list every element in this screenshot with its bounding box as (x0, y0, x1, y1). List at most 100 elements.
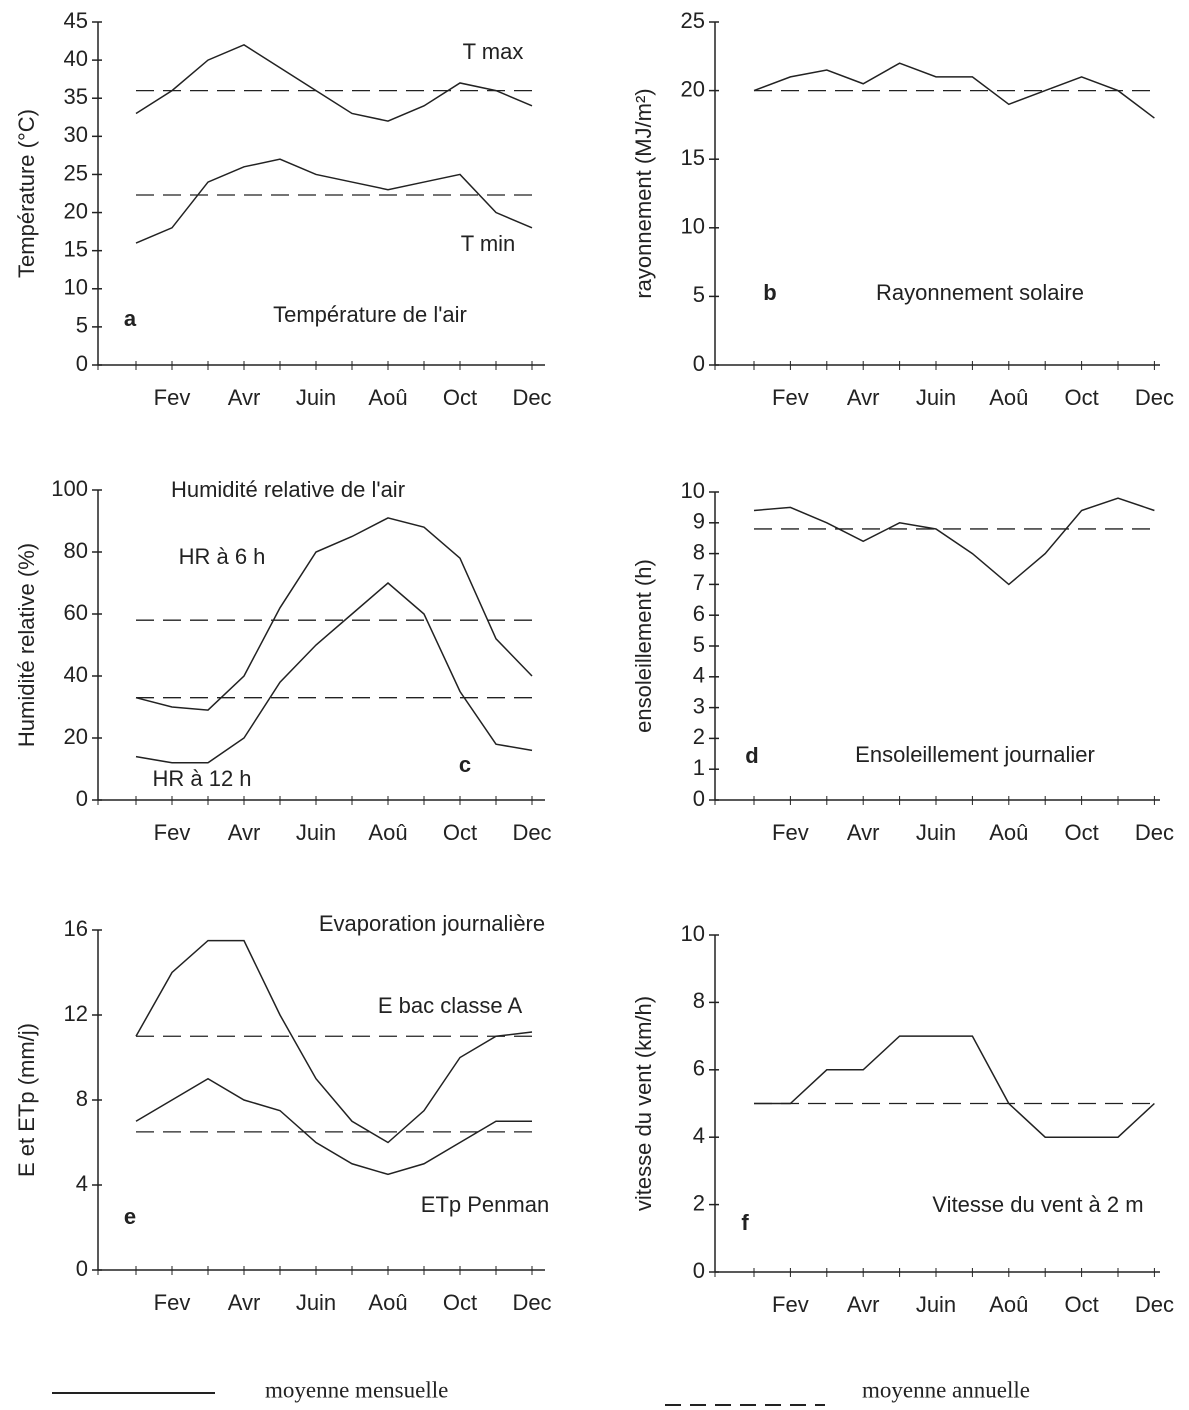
y-tick-label: 1 (693, 755, 705, 780)
panel-letter: c (459, 752, 471, 777)
panel-letter: a (124, 306, 137, 331)
y-tick-label: 8 (693, 539, 705, 564)
x-tick-label: Juin (916, 385, 956, 410)
x-tick-label: Juin (296, 1290, 336, 1315)
panel-letter: f (741, 1210, 749, 1235)
series-label: HR à 6 h (179, 544, 266, 569)
y-tick-label: 100 (51, 476, 88, 501)
y-tick-label: 80 (64, 538, 88, 563)
series-label: HR à 12 h (152, 766, 251, 791)
y-tick-label: 0 (76, 1256, 88, 1281)
y-tick-label: 40 (64, 46, 88, 71)
y-axis-label: rayonnement (MJ/m²) (631, 88, 656, 298)
x-tick-label: Oct (443, 820, 477, 845)
y-tick-label: 10 (64, 275, 88, 300)
x-tick-label: Avr (847, 820, 880, 845)
x-tick-label: Oct (1064, 820, 1098, 845)
y-axis-label: ensoleillement (h) (631, 559, 656, 733)
y-tick-label: 3 (693, 693, 705, 718)
y-tick-label: 0 (76, 351, 88, 376)
legend-label: moyenne mensuelle (265, 1377, 448, 1402)
y-tick-label: 15 (64, 236, 88, 261)
x-tick-label: Oct (443, 385, 477, 410)
y-tick-label: 6 (693, 601, 705, 626)
x-tick-label: Oct (1064, 385, 1098, 410)
y-tick-label: 4 (76, 1171, 88, 1196)
y-tick-label: 8 (76, 1086, 88, 1111)
panel-title: Vitesse du vent à 2 m (932, 1192, 1143, 1217)
series-label: E bac classe A (378, 993, 523, 1018)
y-tick-label: 45 (64, 8, 88, 33)
y-tick-label: 2 (693, 1190, 705, 1215)
y-tick-label: 30 (64, 122, 88, 147)
x-tick-label: Juin (296, 385, 336, 410)
y-tick-label: 35 (64, 84, 88, 109)
y-tick-label: 16 (64, 916, 88, 941)
x-tick-label: Aoû (989, 1292, 1028, 1317)
y-tick-label: 10 (681, 921, 705, 946)
y-tick-label: 7 (693, 570, 705, 595)
panel-title: Ensoleillement journalier (855, 742, 1095, 767)
x-tick-label: Fev (772, 385, 809, 410)
x-tick-label: Oct (1064, 1292, 1098, 1317)
panel-title: Evaporation journalière (319, 911, 545, 936)
y-tick-label: 9 (693, 509, 705, 534)
y-tick-label: 12 (64, 1001, 88, 1026)
y-tick-label: 0 (693, 1258, 705, 1283)
x-tick-label: Juin (296, 820, 336, 845)
x-tick-label: Fev (772, 1292, 809, 1317)
legend-label: moyenne annuelle (862, 1377, 1030, 1402)
y-tick-label: 5 (693, 282, 705, 307)
x-tick-label: Dec (1135, 1292, 1174, 1317)
x-tick-label: Juin (916, 1292, 956, 1317)
monthly-line (753, 62, 1155, 119)
y-tick-label: 25 (64, 160, 88, 185)
x-tick-label: Aoû (368, 1290, 407, 1315)
y-axis-label: E et ETp (mm/j) (14, 1023, 39, 1177)
y-axis-label: vitesse du vent (km/h) (631, 996, 656, 1211)
x-tick-label: Avr (228, 385, 261, 410)
y-tick-label: 2 (693, 724, 705, 749)
y-tick-label: 15 (681, 145, 705, 170)
y-tick-label: 10 (681, 214, 705, 239)
x-tick-label: Fev (154, 385, 191, 410)
panel-letter: b (763, 280, 776, 305)
y-tick-label: 25 (681, 8, 705, 33)
monthly-line (135, 939, 533, 1144)
y-tick-label: 20 (64, 198, 88, 223)
y-tick-label: 20 (681, 76, 705, 101)
x-tick-label: Avr (228, 1290, 261, 1315)
panel-letter: d (745, 743, 758, 768)
x-tick-label: Avr (847, 385, 880, 410)
y-tick-label: 10 (681, 478, 705, 503)
y-axis-label: Humidité relative (%) (14, 543, 39, 747)
y-tick-label: 20 (64, 724, 88, 749)
x-tick-label: Aoû (989, 385, 1028, 410)
monthly-line (135, 44, 533, 122)
monthly-line (135, 582, 533, 764)
y-tick-label: 5 (76, 313, 88, 338)
x-tick-label: Fev (154, 1290, 191, 1315)
x-tick-label: Oct (443, 1290, 477, 1315)
monthly-line (135, 517, 533, 711)
y-tick-label: 8 (693, 988, 705, 1013)
x-tick-label: Aoû (368, 820, 407, 845)
x-tick-label: Fev (154, 820, 191, 845)
monthly-line (753, 497, 1155, 586)
x-tick-label: Dec (512, 1290, 551, 1315)
y-tick-label: 4 (693, 663, 705, 688)
y-tick-label: 5 (693, 632, 705, 657)
y-tick-label: 4 (693, 1123, 705, 1148)
x-tick-label: Dec (1135, 385, 1174, 410)
series-label: T max (463, 39, 524, 64)
x-tick-label: Fev (772, 820, 809, 845)
monthly-line (135, 158, 533, 244)
panel-letter: e (124, 1204, 136, 1229)
y-tick-label: 0 (76, 786, 88, 811)
monthly-line (135, 1077, 532, 1176)
x-tick-label: Dec (512, 385, 551, 410)
x-tick-label: Avr (847, 1292, 880, 1317)
monthly-line (754, 1035, 1155, 1138)
x-tick-label: Aoû (368, 385, 407, 410)
